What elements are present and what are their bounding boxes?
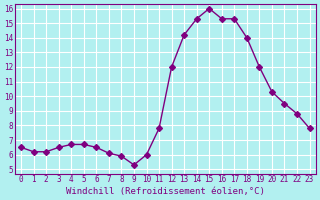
X-axis label: Windchill (Refroidissement éolien,°C): Windchill (Refroidissement éolien,°C) (66, 187, 265, 196)
